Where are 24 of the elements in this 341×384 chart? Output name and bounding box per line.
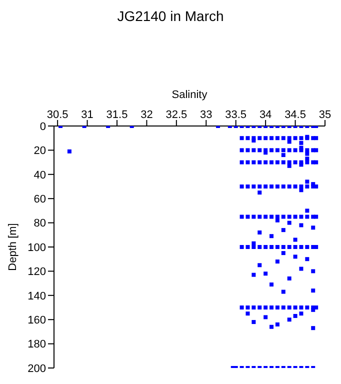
x-tick-label: 32 — [140, 109, 153, 121]
y-axis-title: Depth [m] — [6, 223, 19, 271]
chart-title: JG2140 in March — [116, 8, 225, 24]
x-tick-label: 32.5 — [166, 109, 188, 121]
y-tick-label: 140 — [28, 290, 46, 302]
x-tick-label: 33 — [200, 109, 212, 121]
y-tick-label: 80 — [34, 218, 46, 230]
x-tick-label: 34.5 — [284, 109, 306, 121]
y-tick-label: 160 — [28, 314, 46, 327]
x-tick-label: 35 — [318, 109, 332, 121]
y-tick-label: 0 — [40, 120, 46, 133]
y-tick-label: 200 — [28, 362, 46, 375]
y-tick-label: 120 — [28, 266, 46, 278]
y-tick-label: 20 — [34, 145, 46, 158]
x-tick-label: 33.5 — [225, 109, 247, 121]
y-tick-label: 40 — [34, 169, 46, 182]
x-tick-label: 30.5 — [46, 109, 68, 121]
x-tick-label: 31.5 — [106, 109, 128, 121]
x-tick-label: 34 — [259, 109, 272, 121]
y-tick-label: 180 — [28, 338, 46, 351]
y-tick-label: 60 — [34, 194, 46, 206]
x-tick-label: 31 — [81, 109, 94, 121]
x-axis-title: Salinity — [172, 88, 208, 101]
y-tick-label: 100 — [28, 242, 46, 254]
